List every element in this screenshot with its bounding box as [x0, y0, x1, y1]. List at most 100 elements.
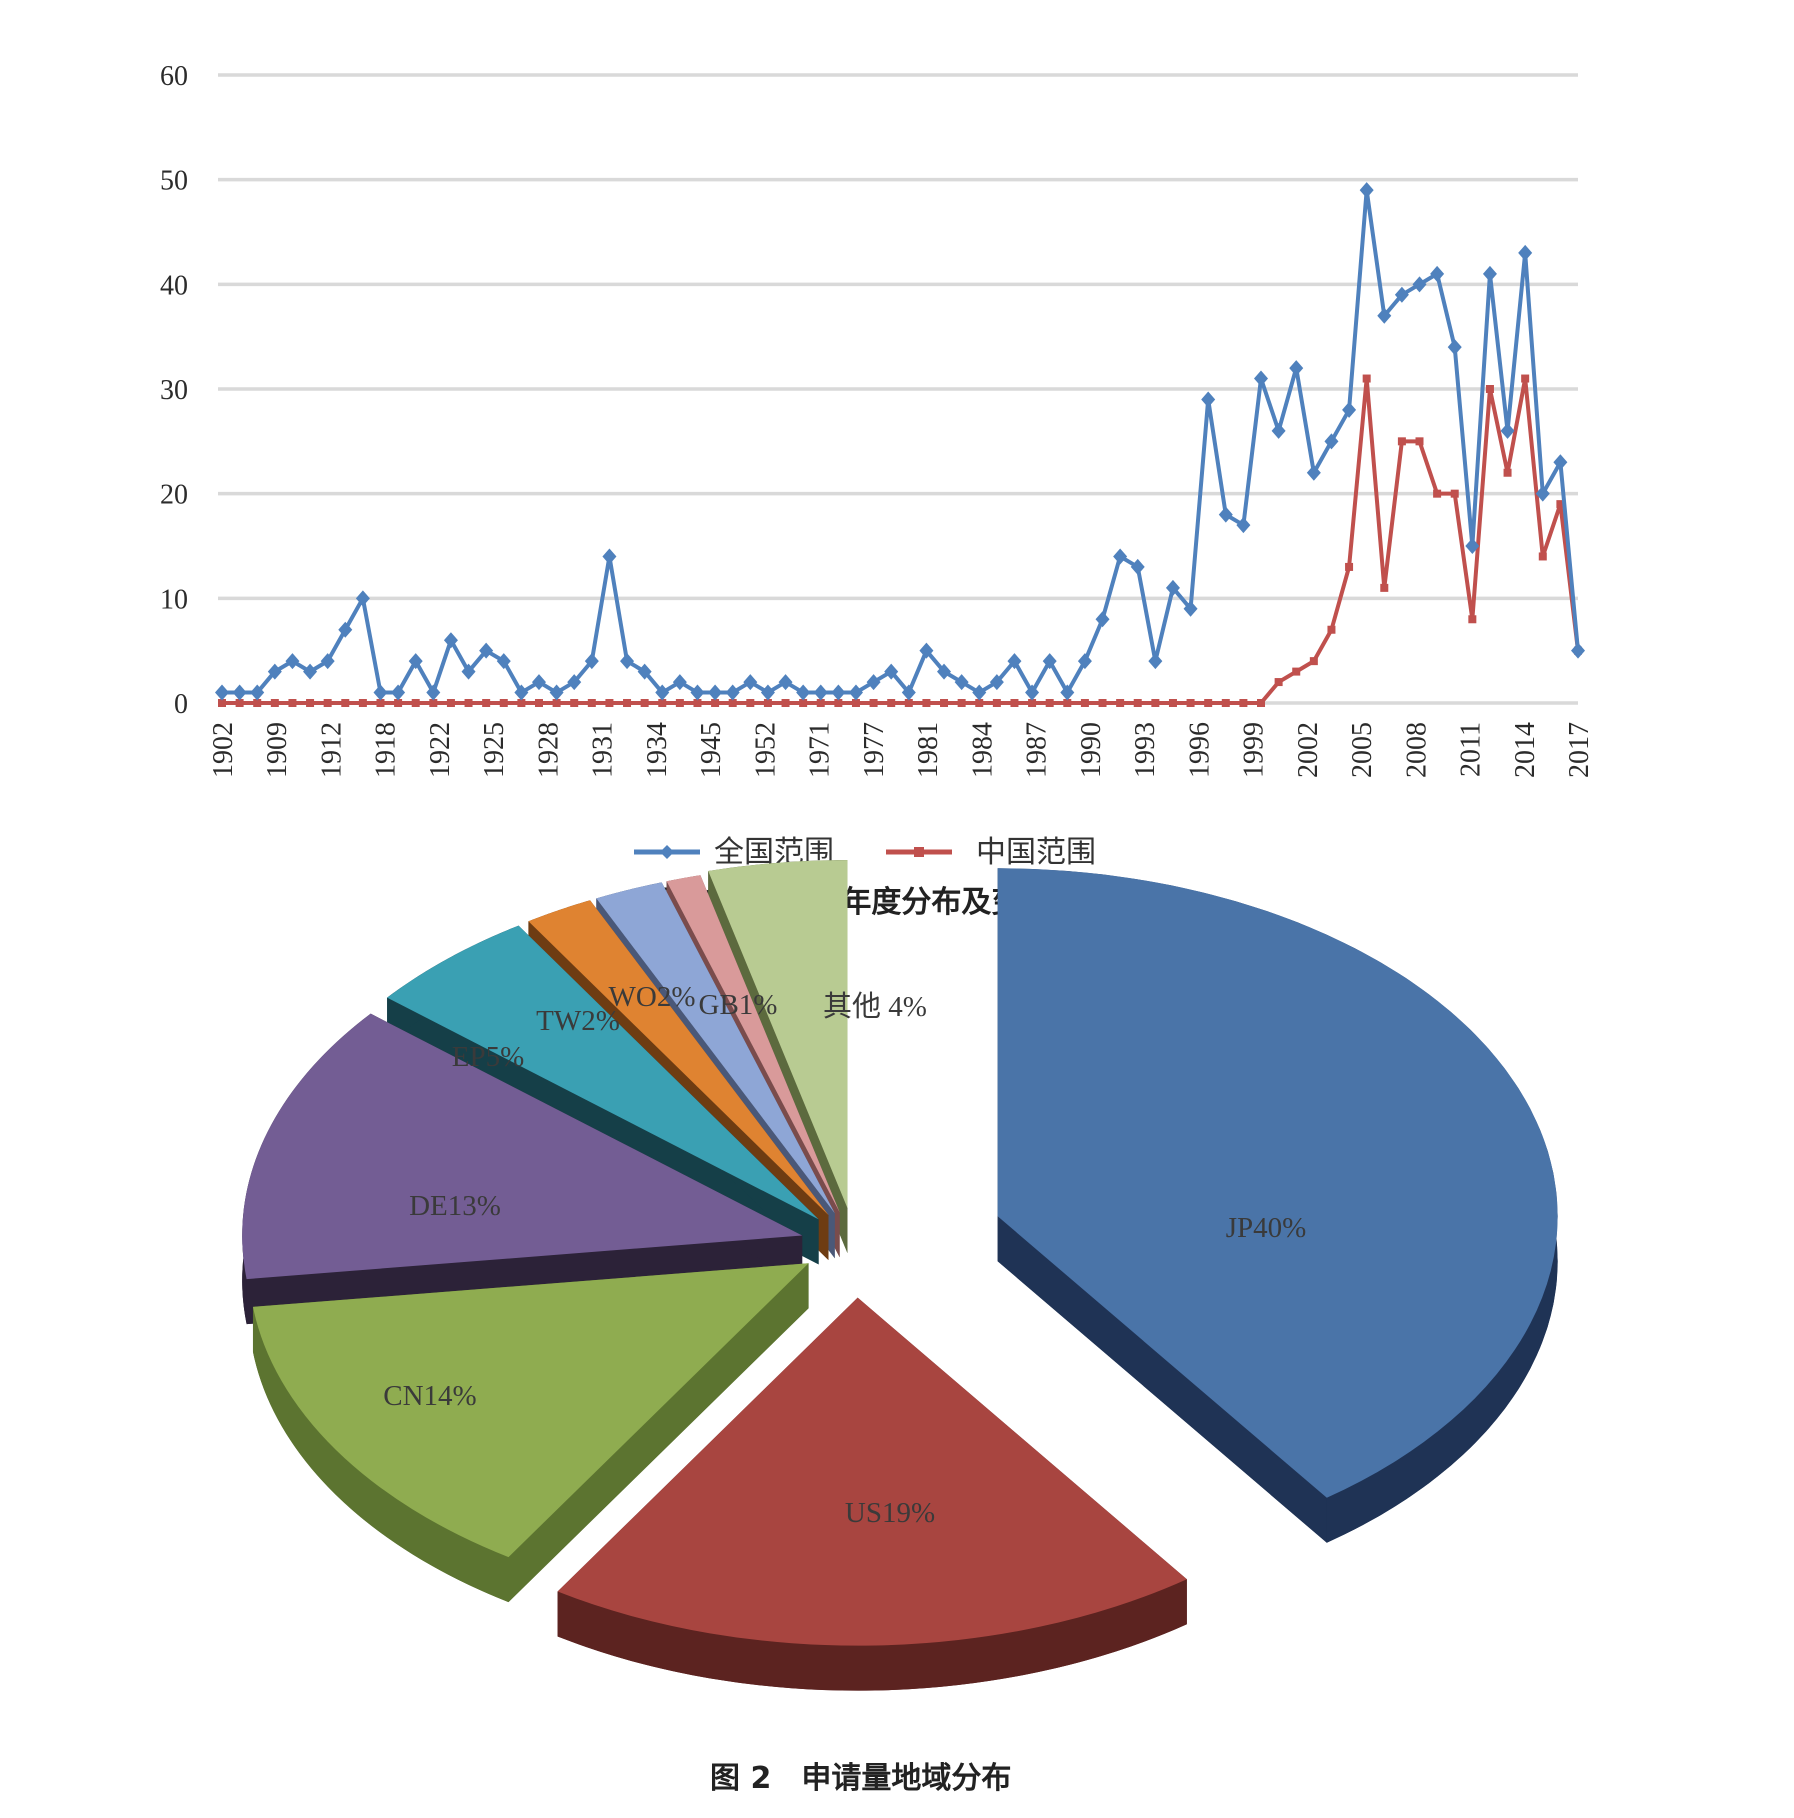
- point-china: [887, 699, 896, 707]
- point-national: [1077, 653, 1092, 670]
- point-china: [763, 699, 772, 707]
- point-china: [1168, 699, 1177, 707]
- point-national: [1271, 422, 1286, 439]
- x-tick-label: 1999: [1239, 722, 1270, 778]
- pie-slice-gb: [666, 875, 840, 1213]
- point-national: [620, 653, 635, 670]
- point-china: [464, 699, 473, 707]
- point-china: [623, 699, 632, 707]
- point-china: [1503, 468, 1512, 477]
- x-tick-label: 2017: [1564, 722, 1595, 778]
- point-china: [1309, 657, 1318, 666]
- point-national: [1553, 454, 1568, 471]
- y-tick-label: 10: [160, 584, 188, 615]
- grid: [218, 73, 1578, 705]
- point-national: [1130, 558, 1145, 575]
- point-national: [496, 653, 511, 670]
- x-tick-label: 1952: [750, 722, 781, 778]
- point-national: [901, 684, 916, 701]
- point-national: [1289, 360, 1304, 377]
- point-national: [531, 674, 546, 691]
- pie-label: JP40%: [1226, 1212, 1307, 1244]
- point-china: [728, 699, 737, 707]
- point-national: [1535, 485, 1550, 502]
- point-national: [1394, 286, 1409, 303]
- point-national: [1359, 182, 1374, 199]
- y-axis-ticks: 0 10 20 30 40 50 60: [160, 61, 188, 720]
- point-national: [338, 621, 353, 638]
- point-china: [957, 699, 966, 707]
- point-national: [1165, 579, 1180, 596]
- pie-slice-wo: [596, 882, 835, 1214]
- x-tick-label: 1918: [371, 722, 402, 778]
- pie-slice-ep: [387, 925, 819, 1220]
- point-china: [341, 699, 350, 707]
- point-china: [869, 699, 878, 707]
- y-tick-label: 60: [160, 61, 188, 92]
- point-china: [552, 699, 561, 707]
- point-national: [1342, 401, 1357, 418]
- x-tick-label: 1928: [533, 722, 564, 778]
- figure2-caption: 图 2 申请量地域分布: [710, 1761, 1011, 1796]
- legend-marker-national: [660, 845, 674, 859]
- point-china: [218, 699, 226, 707]
- point-national: [285, 653, 300, 670]
- point-national: [443, 632, 458, 649]
- point-national: [672, 674, 687, 691]
- point-national: [391, 684, 406, 701]
- point-china: [482, 699, 491, 707]
- point-china: [940, 699, 949, 707]
- point-national: [1465, 538, 1480, 554]
- point-china: [376, 699, 385, 707]
- pie-label: 其他 4%: [823, 990, 927, 1023]
- point-national: [514, 684, 529, 701]
- point-national: [461, 663, 476, 680]
- x-tick-label: 1993: [1130, 722, 1161, 778]
- point-national: [1306, 464, 1321, 481]
- point-national: [725, 684, 740, 701]
- pie-slice-cn: [252, 1263, 809, 1558]
- point-china: [570, 699, 579, 707]
- point-china: [411, 699, 420, 707]
- point-china: [975, 699, 984, 707]
- point-china: [1028, 699, 1037, 707]
- point-national: [1324, 433, 1339, 450]
- pie-slice-us: [557, 1297, 1187, 1646]
- point-china: [1204, 699, 1213, 707]
- point-china: [1063, 699, 1072, 707]
- point-china: [235, 699, 244, 707]
- point-china: [640, 699, 649, 707]
- point-national: [1060, 684, 1075, 701]
- x-tick-label: 1945: [696, 722, 727, 778]
- point-national: [708, 684, 723, 701]
- point-china: [1080, 699, 1089, 707]
- point-national: [1148, 653, 1163, 670]
- point-china: [992, 699, 1001, 707]
- x-tick-label: 1902: [208, 722, 239, 778]
- point-national: [1218, 506, 1233, 523]
- point-china: [1186, 699, 1195, 707]
- pie-label: DE13%: [409, 1190, 501, 1222]
- x-tick-label: 1977: [859, 722, 890, 778]
- x-tick-label: 1971: [805, 722, 836, 778]
- point-national: [866, 674, 881, 691]
- point-national: [267, 663, 282, 680]
- y-tick-label: 50: [160, 166, 188, 197]
- pie-label: EP5%: [452, 1041, 525, 1073]
- point-national: [602, 548, 617, 565]
- point-china: [1151, 699, 1160, 707]
- point-national: [426, 684, 441, 701]
- point-national: [1007, 653, 1022, 670]
- point-national: [690, 684, 705, 701]
- point-china: [323, 699, 332, 707]
- point-china: [746, 699, 755, 707]
- pie-label: US19%: [845, 1497, 935, 1529]
- point-national: [232, 684, 247, 701]
- point-national: [778, 674, 793, 691]
- pie-label: CN14%: [383, 1380, 476, 1412]
- point-national: [355, 590, 370, 607]
- legend-label-china: 中国范围: [976, 835, 1096, 870]
- point-national: [831, 684, 846, 701]
- point-national: [567, 674, 582, 691]
